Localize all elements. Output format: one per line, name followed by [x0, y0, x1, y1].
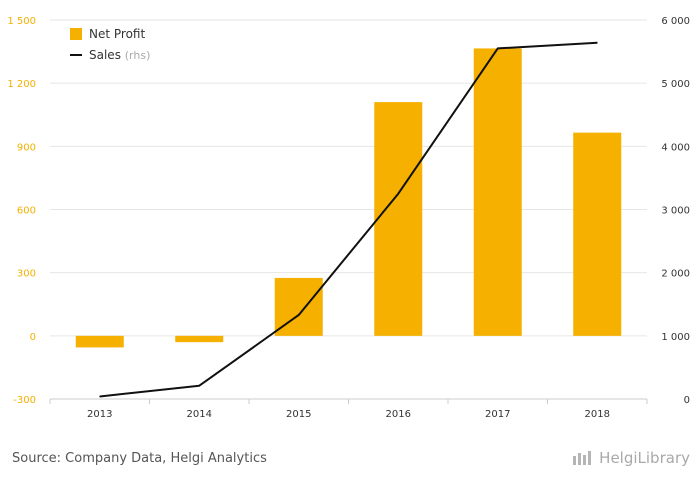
net-profit-bar: [573, 132, 622, 336]
left-y-tick-label: 1 500: [7, 16, 36, 27]
net-profit-bars: [75, 48, 622, 348]
x-tick-label: 2018: [585, 409, 610, 420]
brand-logo: HelgiLibrary: [572, 449, 690, 467]
library-icon: [573, 451, 592, 465]
right-y-tick-label: 6 000: [661, 16, 690, 27]
right-y-axis: 0 1 000 2 000 3 000 4 000 5 000 6 000: [661, 16, 690, 406]
net-profit-bar: [75, 335, 124, 348]
right-y-tick-label: 0: [684, 395, 690, 406]
x-tick-label: 2015: [286, 409, 311, 420]
x-tick-label: 2013: [87, 409, 112, 420]
sales-point: [198, 385, 200, 387]
sales-point: [99, 395, 101, 397]
sales-point: [298, 314, 300, 316]
sales-line-series: [99, 41, 598, 398]
right-y-tick-label: 4 000: [661, 142, 690, 153]
sales-line: [99, 41, 598, 398]
sales-point: [497, 47, 499, 49]
x-axis: 2013 2014 2015 2016 2017 2018: [49, 398, 648, 420]
x-tick-label: 2014: [187, 409, 212, 420]
sales-point: [397, 193, 399, 195]
left-y-tick-label: 1 200: [7, 79, 36, 90]
right-y-tick-label: 2 000: [661, 269, 690, 280]
net-profit-bar: [374, 102, 423, 336]
gridlines: [50, 19, 647, 337]
left-y-tick-label: 0: [30, 332, 36, 343]
right-y-tick-label: 1 000: [661, 332, 690, 343]
right-y-tick-label: 3 000: [661, 206, 690, 217]
chart: 2013 2014 2015 2016 2017 2018 -300 0 300 600 900 1…: [7, 16, 690, 420]
net-profit-bar: [175, 335, 224, 343]
legend: Net Profit Sales (rhs): [70, 27, 150, 62]
left-y-tick-label: 300: [17, 269, 36, 280]
left-y-tick-label: 900: [17, 142, 36, 153]
brand-name: HelgiLibrary: [599, 449, 690, 467]
left-y-tick-label: -300: [13, 395, 36, 406]
legend-label-net-profit: Net Profit: [89, 27, 145, 41]
x-tick-label: 2016: [386, 409, 411, 420]
left-y-tick-label: 600: [17, 206, 36, 217]
legend-sales-name: Sales: [89, 48, 125, 62]
net-profit-bar: [473, 48, 522, 336]
right-y-tick-label: 5 000: [661, 79, 690, 90]
source-note: Source: Company Data, Helgi Analytics: [12, 451, 267, 466]
left-y-axis: -300 0 300 600 900 1 200 1 500: [7, 16, 36, 406]
sales-point: [596, 42, 598, 44]
legend-label-sales: Sales (rhs): [89, 48, 150, 62]
legend-sales-rhs-note: (rhs): [125, 49, 151, 62]
legend-swatch-net-profit: [70, 28, 82, 40]
x-tick-label: 2017: [485, 409, 510, 420]
